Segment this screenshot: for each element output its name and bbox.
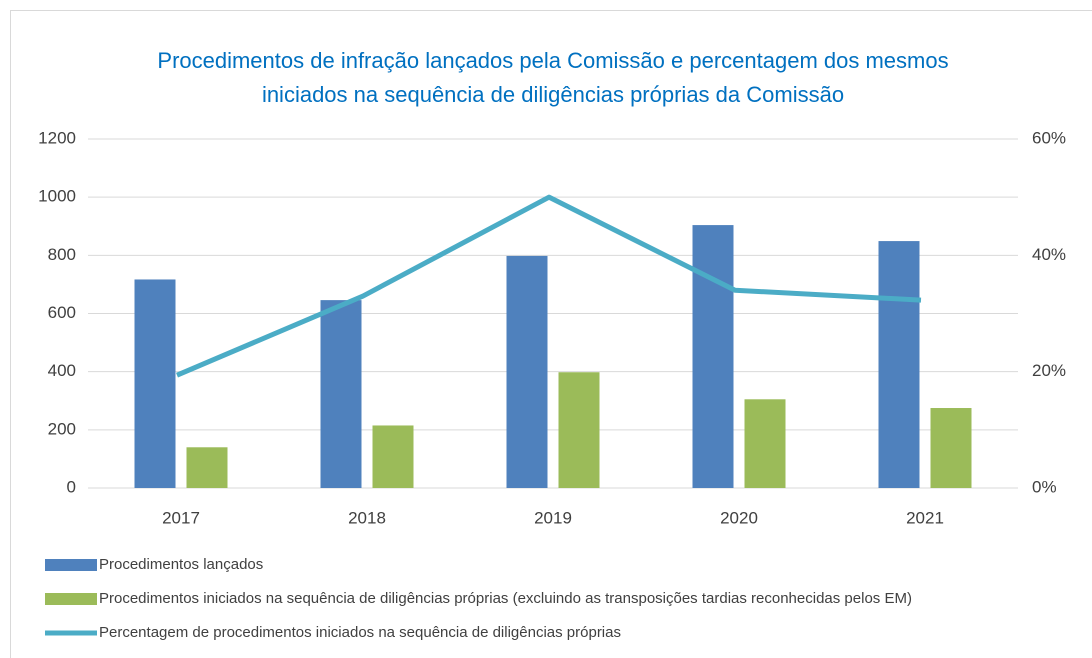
chart-title: iniciados na sequência de diligências pr… <box>262 82 844 107</box>
y-tick-label: 600 <box>48 303 76 322</box>
y-tick-label: 0 <box>67 477 76 496</box>
bar <box>186 447 228 488</box>
y-tick-label: 1200 <box>38 128 76 147</box>
bar <box>930 408 972 488</box>
x-tick-label: 2019 <box>534 508 572 527</box>
legend-swatch <box>45 593 97 605</box>
bar <box>320 300 362 488</box>
y2-tick-label: 0% <box>1032 477 1057 496</box>
chart-title: Procedimentos de infração lançados pela … <box>157 48 948 73</box>
bar <box>878 241 920 488</box>
y-tick-label: 1000 <box>38 187 76 206</box>
bar <box>558 372 600 488</box>
legend-label: Procedimentos iniciados na sequência de … <box>99 590 912 607</box>
legend-label: Procedimentos lançados <box>99 556 263 573</box>
y-tick-label: 800 <box>48 245 76 264</box>
x-tick-label: 2021 <box>906 508 944 527</box>
x-tick-label: 2020 <box>720 508 758 527</box>
x-tick-label: 2018 <box>348 508 386 527</box>
bar <box>692 225 734 488</box>
y-tick-label: 400 <box>48 361 76 380</box>
bar <box>134 279 176 488</box>
line-series <box>176 194 922 378</box>
bar <box>372 425 414 488</box>
legend-swatch <box>45 559 97 571</box>
y2-tick-label: 20% <box>1032 361 1066 380</box>
bar <box>744 399 786 488</box>
bar <box>506 255 548 488</box>
y2-tick-label: 60% <box>1032 128 1066 147</box>
y2-tick-label: 40% <box>1032 245 1066 264</box>
chart-border <box>10 10 1092 658</box>
x-tick-label: 2017 <box>162 508 200 527</box>
legend-label: Percentagem de procedimentos iniciados n… <box>99 624 621 641</box>
y-tick-label: 200 <box>48 419 76 438</box>
